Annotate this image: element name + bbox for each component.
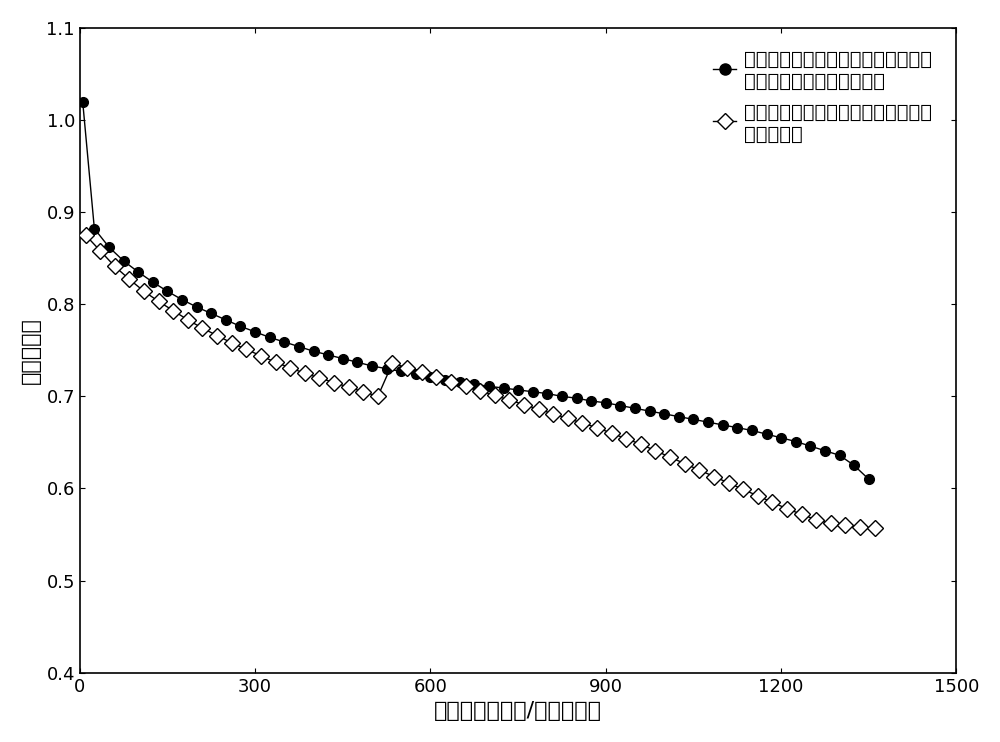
- Legend: 本发明的质子交换膜燃料电池用气体
流场组装的电池的极化曲线, 普通的平行沟槽气体流场组装的电池
的极化曲线: 本发明的质子交换膜燃料电池用气体 流场组装的电池的极化曲线, 普通的平行沟槽气体…: [707, 44, 938, 149]
- X-axis label: 电流密度（毫安/平方厂米）: 电流密度（毫安/平方厂米）: [434, 701, 602, 721]
- Y-axis label: 电压（伏）: 电压（伏）: [21, 317, 41, 384]
